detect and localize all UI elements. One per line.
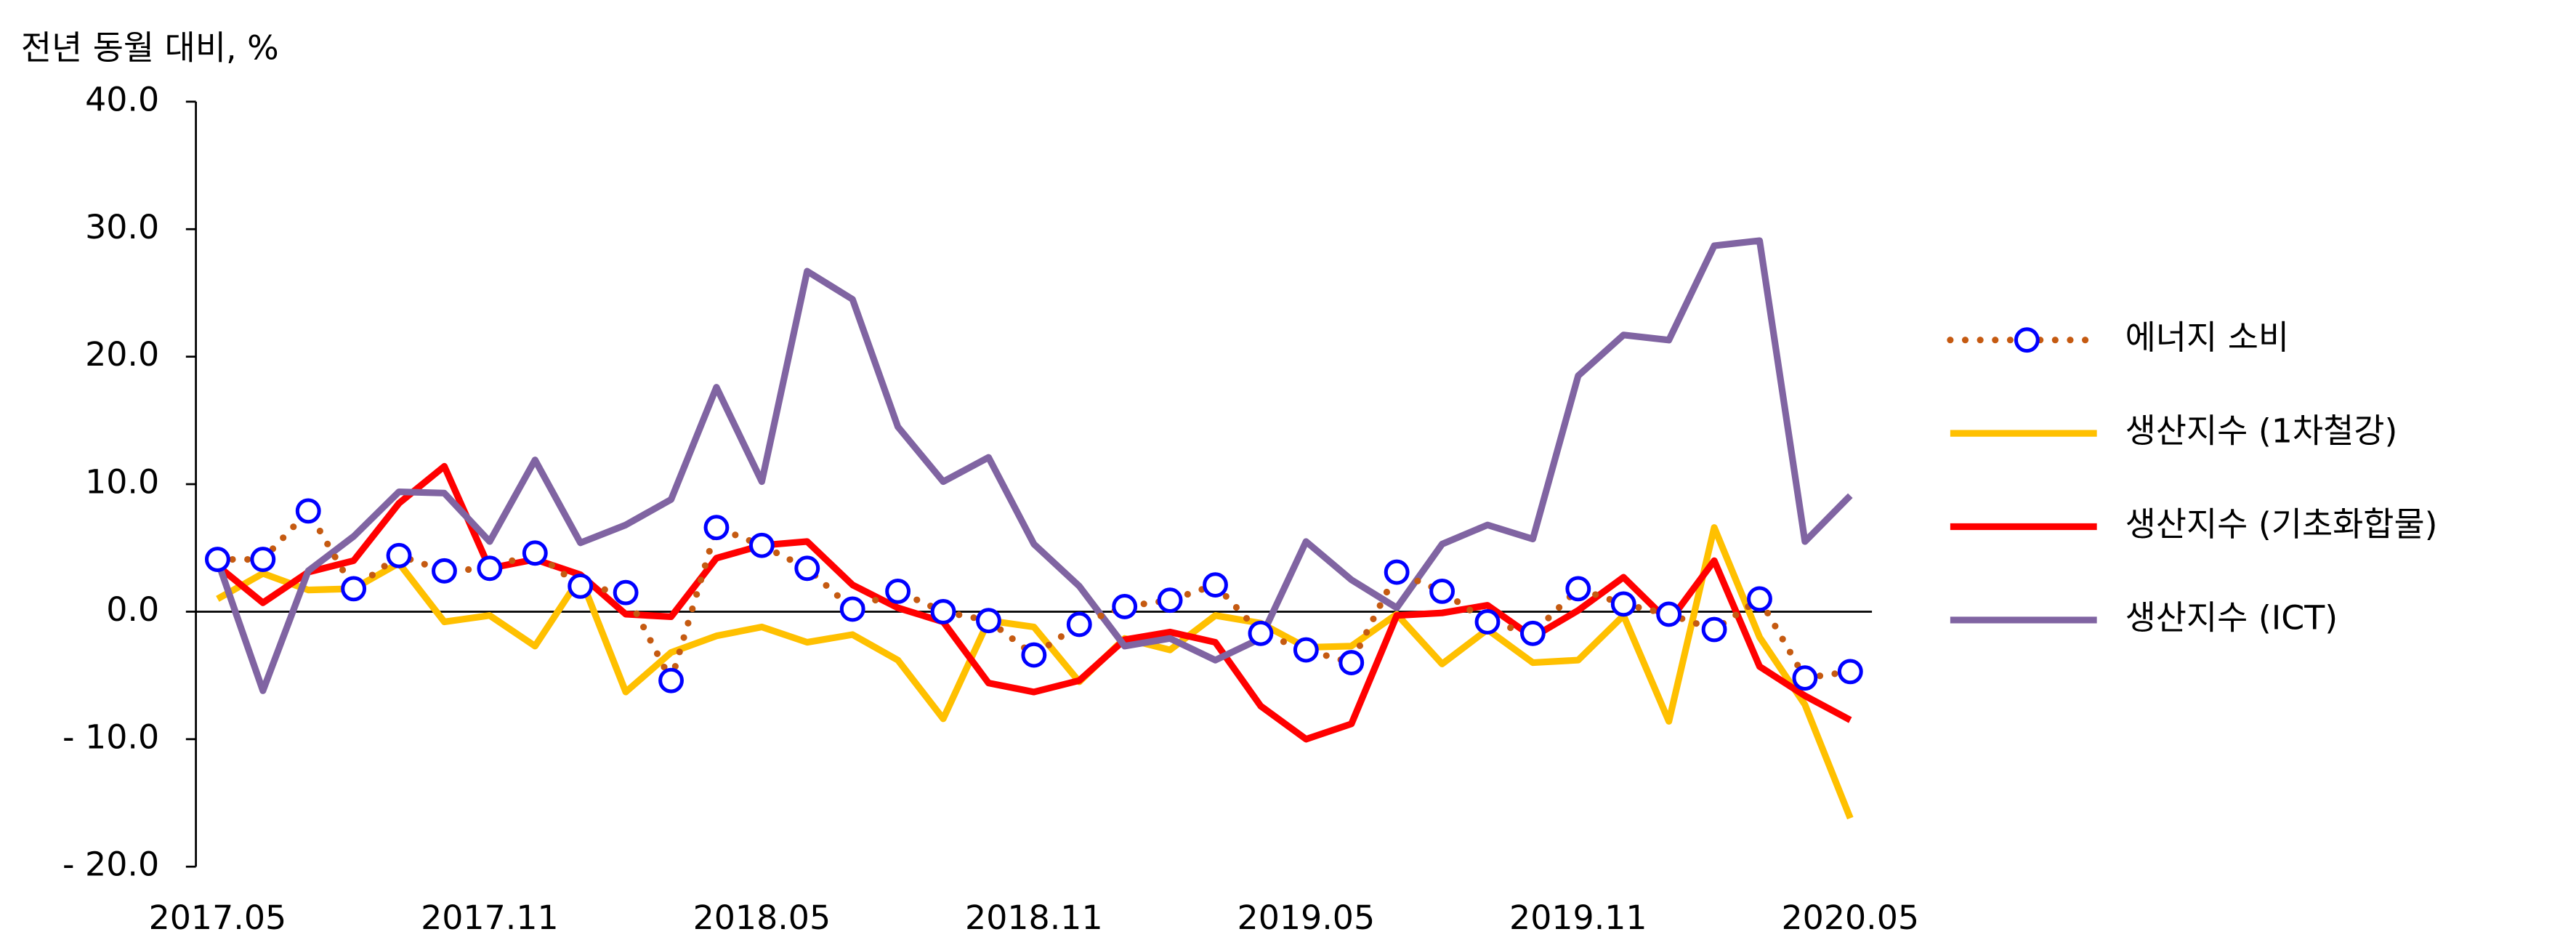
data-point [386,542,412,568]
data-point [1112,594,1138,619]
x-tick-label: 2019.05 [1237,898,1376,937]
data-point [250,547,276,572]
data-point [976,608,1001,634]
y-tick-label: 0.0 [106,590,159,629]
x-tick-label: 2017.05 [149,898,287,937]
data-point [1203,572,1228,598]
data-point [930,599,956,624]
data-point [1248,620,1274,646]
data-point [1519,620,1546,646]
data-point [839,596,865,622]
data-point [1429,578,1455,604]
series-line [214,237,1853,694]
data-point [1792,665,1818,691]
data-point [522,540,548,566]
data-point [432,558,457,584]
y-tick-label: 40.0 [85,79,159,118]
data-point [1610,591,1636,617]
x-tick-label: 2019.11 [1509,898,1647,937]
data-point [613,579,639,606]
legend-marker [2014,327,2040,353]
data-point [477,555,503,582]
series-line [216,524,1854,820]
data-point [1339,650,1365,676]
y-tick-label: 30.0 [85,207,159,246]
legend-label: 생산지수 (ICT) [2125,598,2338,637]
series-line [215,462,1852,743]
data-point [748,532,775,558]
y-tick-label: 10.0 [85,462,159,502]
data-point [1066,611,1092,638]
data-point [885,578,911,604]
data-point [295,498,321,524]
data-point [568,573,594,599]
data-point [794,555,820,582]
data-point [1293,637,1319,663]
data-point [1656,601,1682,627]
data-point [204,547,230,572]
x-tick-label: 2020.05 [1782,898,1920,937]
legend-label: 에너지 소비 [2125,318,2289,357]
y-tick-label: - 10.0 [62,717,159,756]
x-tick-label: 2018.11 [965,898,1103,937]
data-point [658,667,684,693]
x-tick-label: 2018.05 [693,898,831,937]
data-point [1474,609,1501,635]
data-point [341,576,367,602]
data-point [1021,642,1047,668]
y-tick-label: 20.0 [85,334,159,374]
data-point [1157,587,1183,614]
legend-label: 생산지수 (기초화합물) [2125,504,2438,544]
legend-label: 생산지수 (1차철강) [2125,411,2398,451]
y-tick-label: - 20.0 [62,845,159,884]
data-point [1837,659,1863,685]
data-point [1384,559,1410,585]
y-axis-title: 전년 동월 대비, % [21,28,279,67]
data-point [1565,576,1591,602]
x-tick-label: 2017.11 [421,898,559,937]
data-point [1701,616,1727,643]
data-point [703,515,730,541]
data-point [1747,586,1772,612]
